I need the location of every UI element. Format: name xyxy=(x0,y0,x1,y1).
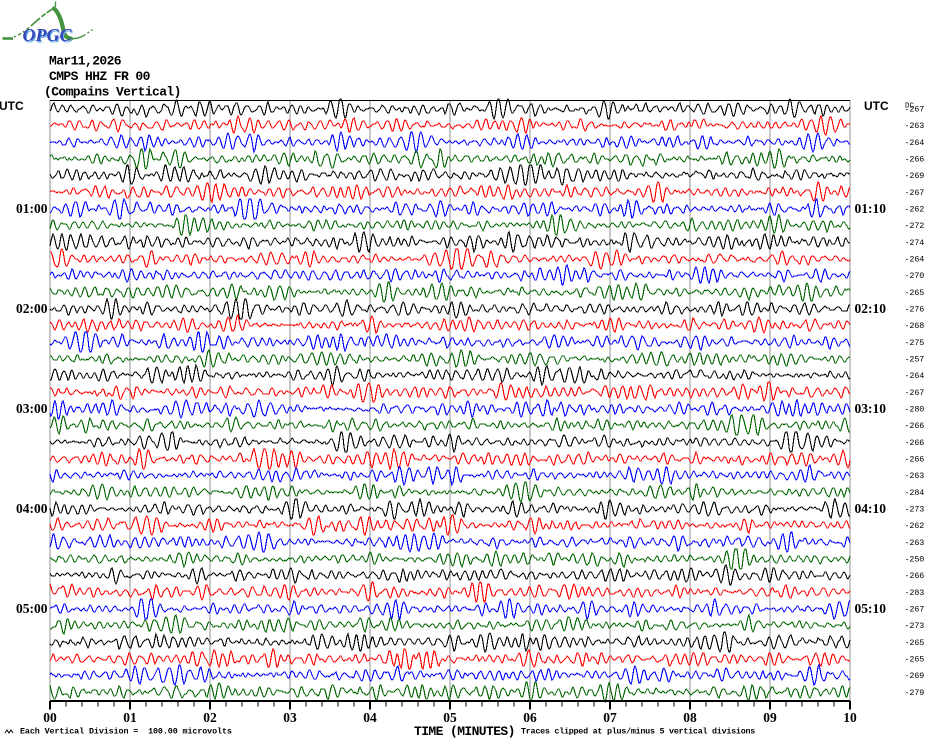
svg-text:-265: -265 xyxy=(905,655,925,665)
svg-text:-280: -280 xyxy=(905,405,925,415)
svg-text:-267: -267 xyxy=(905,605,925,615)
svg-text:-262: -262 xyxy=(905,205,925,215)
svg-text:CMPS HHZ FR 00: CMPS HHZ FR 00 xyxy=(49,69,151,84)
svg-text:10: 10 xyxy=(843,710,857,725)
svg-text:-267: -267 xyxy=(905,388,925,398)
svg-text:TIME (MINUTES): TIME (MINUTES) xyxy=(414,724,515,739)
svg-text:06: 06 xyxy=(523,710,537,725)
svg-text:01:10: 01:10 xyxy=(855,201,887,216)
svg-text:-268: -268 xyxy=(905,321,925,331)
svg-text:-265: -265 xyxy=(905,638,925,648)
svg-text:-264: -264 xyxy=(905,255,925,265)
svg-text:08: 08 xyxy=(683,710,697,725)
svg-text:-284: -284 xyxy=(905,488,925,498)
svg-text:03: 03 xyxy=(283,710,297,725)
svg-text:05:00: 05:00 xyxy=(16,601,48,616)
svg-text:-269: -269 xyxy=(905,671,925,681)
svg-text:-272: -272 xyxy=(905,221,925,231)
svg-text:04: 04 xyxy=(363,710,377,725)
svg-text:-266: -266 xyxy=(905,571,925,581)
svg-text:(Compains Vertical): (Compains Vertical) xyxy=(44,85,181,100)
svg-text:-267: -267 xyxy=(905,188,925,198)
svg-text:-266: -266 xyxy=(905,455,925,465)
svg-text:-275: -275 xyxy=(905,338,925,348)
svg-text:OPGC: OPGC xyxy=(23,25,73,45)
svg-text:Traces clipped at plus/minus 5: Traces clipped at plus/minus 5 vertical … xyxy=(521,727,755,737)
svg-text:-264: -264 xyxy=(905,371,925,381)
svg-text:UTC: UTC xyxy=(864,99,889,113)
svg-text:-266: -266 xyxy=(905,155,925,165)
svg-text:-264: -264 xyxy=(905,138,925,148)
svg-text:02:10: 02:10 xyxy=(855,301,887,316)
svg-text:-266: -266 xyxy=(905,421,925,431)
svg-text:01: 01 xyxy=(123,710,137,725)
svg-text:Mar11,2026: Mar11,2026 xyxy=(49,54,122,69)
svg-text:03:10: 03:10 xyxy=(855,401,887,416)
svg-text:04:00: 04:00 xyxy=(16,501,48,516)
svg-text:OPGC: OPGC xyxy=(24,27,74,47)
svg-text:05: 05 xyxy=(443,710,457,725)
svg-text:01:00: 01:00 xyxy=(16,201,48,216)
svg-text:-273: -273 xyxy=(905,505,925,515)
svg-text:-263: -263 xyxy=(905,538,925,548)
svg-text:02:00: 02:00 xyxy=(16,301,48,316)
svg-text:-279: -279 xyxy=(905,688,925,698)
svg-text:07: 07 xyxy=(603,710,617,725)
svg-text:-262: -262 xyxy=(905,521,925,531)
svg-text:02: 02 xyxy=(203,710,217,725)
svg-text:-266: -266 xyxy=(905,438,925,448)
svg-text:-263: -263 xyxy=(905,471,925,481)
svg-text:-265: -265 xyxy=(905,288,925,298)
svg-text:09: 09 xyxy=(763,710,777,725)
svg-text:05:10: 05:10 xyxy=(855,601,887,616)
svg-text:-250: -250 xyxy=(905,555,925,565)
svg-text:-257: -257 xyxy=(905,355,925,365)
svg-text:DC: DC xyxy=(905,103,915,111)
svg-text:-269: -269 xyxy=(905,171,925,181)
svg-text:03:00: 03:00 xyxy=(16,401,48,416)
svg-text:Each Vertical Division = 100.: Each Vertical Division = 100.00 microvol… xyxy=(20,727,232,737)
svg-text:00: 00 xyxy=(43,710,57,725)
svg-text:-276: -276 xyxy=(905,305,925,315)
svg-text:-273: -273 xyxy=(905,621,925,631)
svg-text:-267: -267 xyxy=(905,105,925,115)
svg-text:04:10: 04:10 xyxy=(855,501,887,516)
svg-text:-274: -274 xyxy=(905,238,925,248)
svg-text:-270: -270 xyxy=(905,271,925,281)
svg-text:UTC: UTC xyxy=(0,99,24,113)
svg-text:-263: -263 xyxy=(905,121,925,131)
svg-text:-283: -283 xyxy=(905,588,925,598)
